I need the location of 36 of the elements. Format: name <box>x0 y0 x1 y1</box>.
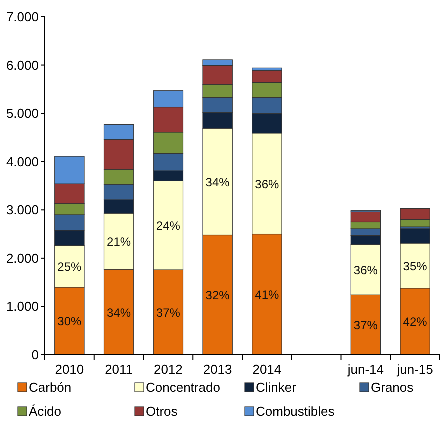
legend-label: Concentrado <box>146 380 220 395</box>
annotation: 36% <box>255 177 280 192</box>
legend-label: Combustibles <box>256 404 336 419</box>
y-tick-label: 5.000 <box>6 106 39 122</box>
y-tick-label: 6.000 <box>6 58 39 73</box>
annotation: 36% <box>354 264 378 278</box>
annotation: 37% <box>156 306 181 320</box>
x-tick-label: 2010 <box>55 362 84 377</box>
annotation: 37% <box>354 318 378 333</box>
annotation: 34% <box>107 306 132 320</box>
y-tick-label: 3.000 <box>6 202 39 218</box>
y-tick-label: 2.000 <box>6 250 39 266</box>
y-tick-label: 4.000 <box>6 154 39 170</box>
legend-label: Carbón <box>29 380 72 395</box>
x-tick-label: 2013 <box>203 362 232 377</box>
x-tick-label: 2012 <box>154 362 183 377</box>
annotation: 21% <box>107 235 132 250</box>
legend-label: Otros <box>146 404 178 419</box>
x-tick-label: jun-15 <box>396 362 434 377</box>
legend-label: Clinker <box>256 380 298 395</box>
y-tick-label: 7.000 <box>6 10 39 24</box>
annotation: 25% <box>58 260 82 274</box>
y-tick-label: 0 <box>32 348 39 362</box>
annotation: 35% <box>403 259 428 274</box>
legend-label: Ácido <box>29 404 62 419</box>
x-tick-label: jun-14 <box>346 362 384 377</box>
annotation: 42% <box>403 315 428 330</box>
annotation: 30% <box>58 314 82 329</box>
annotation: 34% <box>206 175 230 190</box>
x-tick-label: 2014 <box>252 362 282 377</box>
annotation: 24% <box>156 219 181 234</box>
x-tick-label: 2011 <box>105 362 134 377</box>
annotation: 32% <box>206 288 230 303</box>
annotation: 41% <box>255 288 280 302</box>
y-tick-label: 1.000 <box>6 299 39 314</box>
legend-label: Granos <box>371 380 414 395</box>
